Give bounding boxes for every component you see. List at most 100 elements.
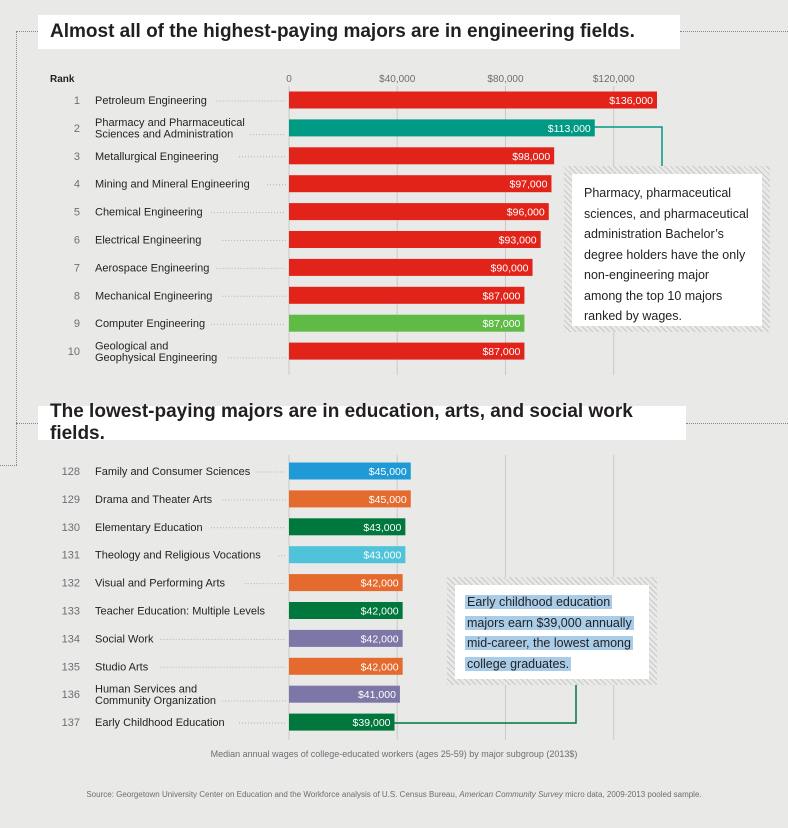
bar [289,713,395,731]
value-label: $96,000 [507,207,545,219]
section-title-bottom: The lowest-paying majors are in educatio… [38,401,686,444]
value-label: $87,000 [482,290,520,302]
tick-label: $120,000 [593,74,635,85]
category-label: Aerospace Engineering [95,262,209,274]
category-label: Human Services and [95,683,197,695]
category-label: Social Work [95,633,154,645]
bar [289,314,525,332]
rank-label: 4 [74,179,80,191]
value-label: $98,000 [512,151,550,163]
value-label: $42,000 [361,661,399,673]
dotted-rule [680,31,788,32]
bar [289,342,525,360]
callout-line: mid-career, the lowest among [465,636,633,650]
bar-row: 8 Mechanical Engineering $87,000 [74,286,525,304]
category-label: Computer Engineering [95,318,205,330]
bar-row: 132 Visual and Performing Arts $42,000 [62,574,403,592]
rank-label: 129 [62,494,80,506]
chart-caption: Median annual wages of college-educated … [210,749,578,759]
value-label: $93,000 [499,235,537,247]
rank-label: 9 [74,318,80,330]
rank-label: 134 [62,633,80,645]
category-label: Petroleum Engineering [95,95,207,107]
source-suffix: micro data, 2009-2013 pooled sample. [562,790,702,799]
bar [289,685,400,703]
bar [289,231,541,248]
dotted-rule [16,31,38,32]
callout-line: majors earn $39,000 annually [465,615,634,630]
category-label: Geophysical Engineering [95,352,217,364]
bar-row: 4 Mining and Mineral Engineering $97,000 [74,175,552,193]
rank-label: 130 [62,522,80,534]
bar-row: 3 Metallurgical Engineering $98,000 [74,147,555,165]
bar-row: 131 Theology and Religious Vocations $43,0… [62,546,406,564]
value-label: $42,000 [361,606,399,618]
rank-label: 2 [74,123,80,135]
bar-row: 137 Early Childhood Education $39,000 [62,713,395,731]
bar-row: 135 Studio Arts $42,000 [62,657,403,675]
rank-label: 135 [62,661,80,673]
section-title-bottom-text: The lowest-paying majors are in educatio… [50,401,633,444]
value-label: $136,000 [609,95,653,107]
category-label: Metallurgical Engineering [95,151,219,163]
bar-row: 130 Elementary Education $43,000 [62,518,406,536]
bar [289,574,403,592]
category-label: Pharmacy and Pharmaceutical [95,117,245,129]
category-label: Theology and Religious Vocations [95,550,261,562]
value-label: $39,000 [353,717,391,729]
bar [289,602,403,619]
category-label: Community Organization [95,695,216,707]
rank-label: 132 [62,578,80,590]
value-label: $97,000 [510,179,548,191]
value-label: $43,000 [363,550,401,562]
category-label: Visual and Performing Arts [95,578,226,590]
value-label: $87,000 [482,346,520,358]
bar [289,518,406,536]
tick-label: $80,000 [487,74,524,85]
bar [289,462,411,480]
callout-connector-1 [594,126,663,172]
category-label: Geological and [95,340,168,352]
rank-label: 137 [62,717,80,729]
bar-row: 5 Chemical Engineering $96,000 [74,203,549,221]
dotted-rule [686,423,788,424]
rank-label: 136 [62,689,80,701]
section-title-top-text: Almost all of the highest-paying majors … [50,21,635,42]
rank-label: 8 [74,290,80,302]
category-label: Drama and Theater Arts [95,494,213,506]
rank-header: Rank [50,74,75,85]
source-note: Source: Georgetown University Center on … [0,790,788,799]
value-label: $87,000 [482,318,520,330]
rank-label: 131 [62,550,80,562]
category-label: Family and Consumer Sciences [95,466,251,478]
value-label: $42,000 [361,578,399,590]
callout-line: college graduates. [465,656,572,671]
value-label: $45,000 [369,494,407,506]
value-label: $43,000 [363,522,401,534]
bar [289,286,525,304]
bar [289,258,533,276]
tick-label: $40,000 [379,74,416,85]
category-label: Early Childhood Education [95,717,225,729]
dotted-rule [16,423,38,424]
dotted-rule [16,31,17,465]
bar [289,203,549,221]
category-label: Mining and Mineral Engineering [95,179,250,191]
source-italic: American Community Survey [459,790,563,799]
bar [289,91,657,109]
bar-row: 129 Drama and Theater Arts $45,000 [62,490,411,508]
category-label: Studio Arts [95,661,149,673]
value-label: $90,000 [491,262,529,274]
category-label: Mechanical Engineering [95,290,212,302]
bar [289,546,406,564]
section-title-top: Almost all of the highest-paying majors … [38,15,680,49]
tick-label: 0 [286,74,292,85]
rank-label: 5 [74,207,80,219]
bar-row: 1 Petroleum Engineering $136,000 [74,91,657,109]
rank-label: 128 [62,466,80,478]
bar [289,175,552,193]
source-prefix: Source: Georgetown University Center on … [86,790,460,799]
